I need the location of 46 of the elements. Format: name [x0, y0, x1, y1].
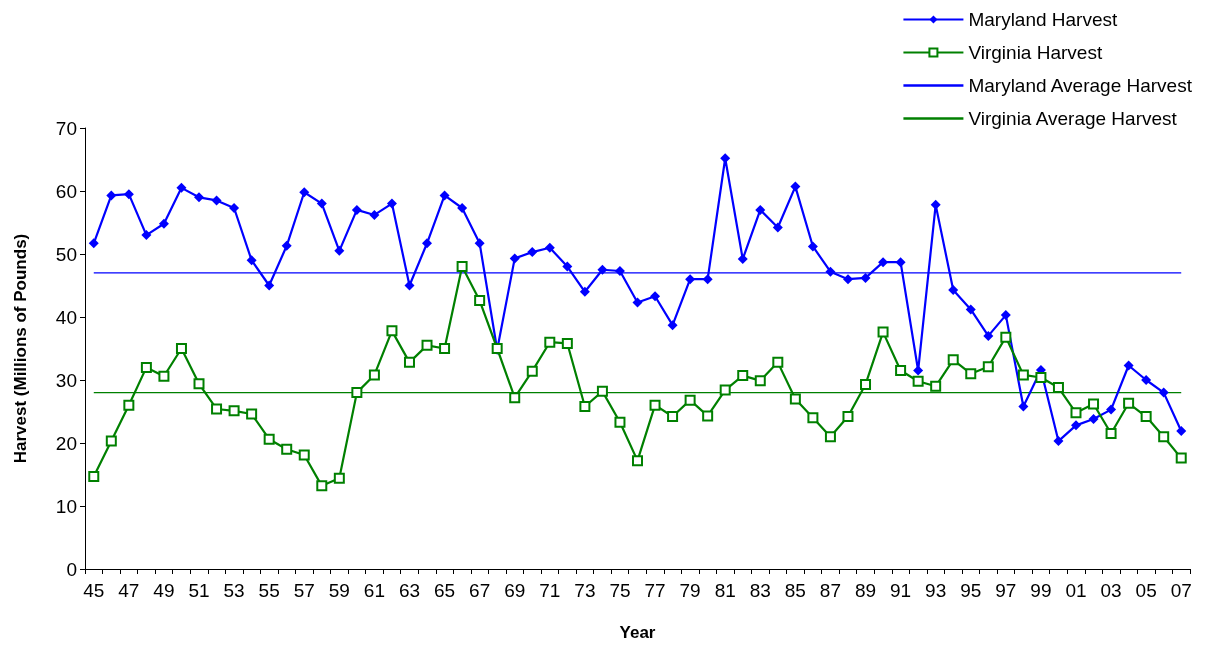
x-tick-label: 77	[644, 580, 666, 601]
x-tick-label: 65	[433, 580, 456, 601]
x-tick-label: 61	[363, 580, 385, 601]
x-tick-label: 71	[539, 580, 561, 601]
y-tick-label: 20	[55, 432, 77, 454]
x-tick-label: 87	[819, 580, 842, 601]
y-tick-label: 30	[55, 369, 77, 391]
x-tick-label: 73	[574, 580, 596, 601]
x-tick-label: 75	[609, 580, 631, 601]
x-tick-label: 59	[328, 580, 350, 601]
x-tick-label: 97	[995, 580, 1017, 601]
y-tick-label: 50	[55, 243, 77, 265]
x-tick-label: 91	[890, 580, 912, 601]
x-tick-label: 81	[714, 580, 736, 601]
x-tick-label: 79	[679, 580, 701, 601]
y-axis-title: Harvest (Millions of Pounds)	[11, 233, 30, 464]
legend-label: Maryland Average Harvest	[968, 75, 1193, 96]
x-tick-label: 99	[1030, 580, 1052, 601]
x-tick-label: 51	[188, 580, 210, 601]
y-tick-label: 60	[55, 180, 77, 202]
x-tick-label: 67	[469, 580, 491, 601]
x-tick-label: 93	[925, 580, 947, 601]
x-tick-label: 83	[749, 580, 771, 601]
x-tick-label: 53	[223, 580, 245, 601]
x-tick-label: 03	[1100, 580, 1122, 601]
y-tick-label: 0	[66, 558, 77, 580]
x-tick-label: 01	[1065, 580, 1087, 601]
x-tick-label: 45	[83, 580, 105, 601]
legend-label: Virginia Average Harvest	[968, 108, 1178, 129]
x-tick-label: 89	[854, 580, 877, 601]
legend-label: Virginia Harvest	[968, 42, 1103, 63]
x-tick-label: 49	[153, 580, 175, 601]
x-tick-label: 95	[960, 580, 982, 601]
x-tick-label: 69	[504, 580, 526, 601]
x-tick-label: 85	[784, 580, 806, 601]
x-tick-label: 47	[118, 580, 140, 601]
y-tick-label: 10	[55, 495, 77, 517]
x-axis-title: Year	[619, 623, 656, 642]
x-tick-label: 63	[398, 580, 421, 601]
y-tick-label: 40	[55, 306, 77, 328]
x-tick-label: 07	[1170, 580, 1192, 601]
y-tick-label: 70	[55, 117, 77, 139]
legend-label: Maryland Harvest	[968, 9, 1119, 30]
x-tick-label: 55	[258, 580, 280, 601]
x-tick-label: 05	[1135, 580, 1157, 601]
x-tick-label: 57	[293, 580, 315, 601]
